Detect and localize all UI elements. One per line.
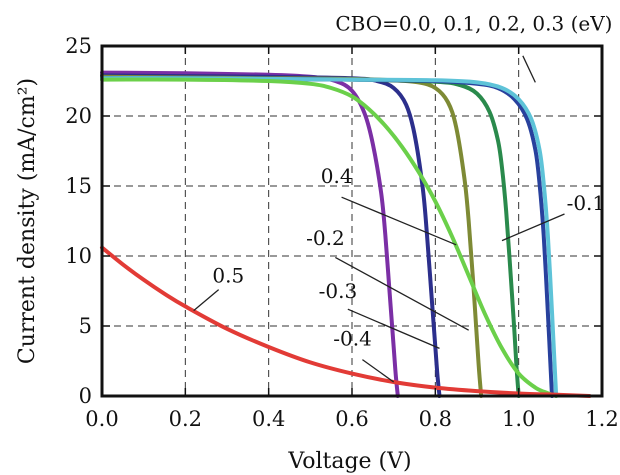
axis-ticks: 0.0 0.2 0.4 0.6 0.8 1.0 1.2 0 5 10 15 20 25 — [65, 34, 618, 431]
annotation-leader-line — [347, 308, 440, 349]
y-axis-title: Current density (mA/cm²) — [15, 78, 40, 364]
annotation-leader-line — [522, 55, 536, 83]
annotation-leader-line — [341, 196, 457, 246]
y-tick-label: 10 — [65, 244, 92, 268]
y-tick-label: 5 — [79, 314, 92, 338]
y-tick-label: 15 — [65, 174, 92, 198]
annotation-label: 0.5 — [212, 264, 244, 288]
annotation-leader-line — [335, 256, 469, 331]
annotation-label: -0.4 — [333, 327, 372, 351]
series-line-cbo-0 — [100, 70, 400, 398]
series-line-cbo-6 — [100, 77, 559, 398]
x-axis-title: Voltage (V) — [287, 449, 411, 474]
x-tick-label: 0.6 — [335, 407, 368, 431]
x-tick-label: 0.0 — [85, 407, 118, 431]
x-tick-label: 0.4 — [252, 407, 285, 431]
series-line-cbo-2 — [100, 74, 484, 398]
x-tick-label: 1.0 — [502, 407, 535, 431]
series-curves — [100, 70, 592, 398]
series-line-cbo-5 — [100, 76, 559, 398]
annotation-label: 0.4 — [321, 164, 353, 188]
x-tick-label: 0.2 — [169, 407, 202, 431]
annotation-leader-line — [193, 289, 220, 312]
annotation-label: -0.1 — [567, 191, 606, 215]
annotations: CBO=0.0, 0.1, 0.2, 0.3 (eV) 0.4 -0.2 -0.3 -0… — [193, 12, 612, 383]
y-tick-label: 0 — [79, 384, 92, 408]
annotation-label: -0.3 — [319, 279, 358, 303]
x-tick-label: 1.2 — [585, 407, 618, 431]
annotation-leader-line — [362, 359, 395, 383]
annotation-leader-line — [501, 213, 565, 242]
annotation-label: -0.2 — [306, 226, 345, 250]
y-tick-label: 25 — [65, 34, 92, 58]
x-tick-label: 0.8 — [419, 407, 452, 431]
series-line-cbo-7 — [100, 245, 592, 398]
annotation-label: CBO=0.0, 0.1, 0.2, 0.3 (eV) — [335, 12, 612, 36]
y-tick-label: 20 — [65, 104, 92, 128]
